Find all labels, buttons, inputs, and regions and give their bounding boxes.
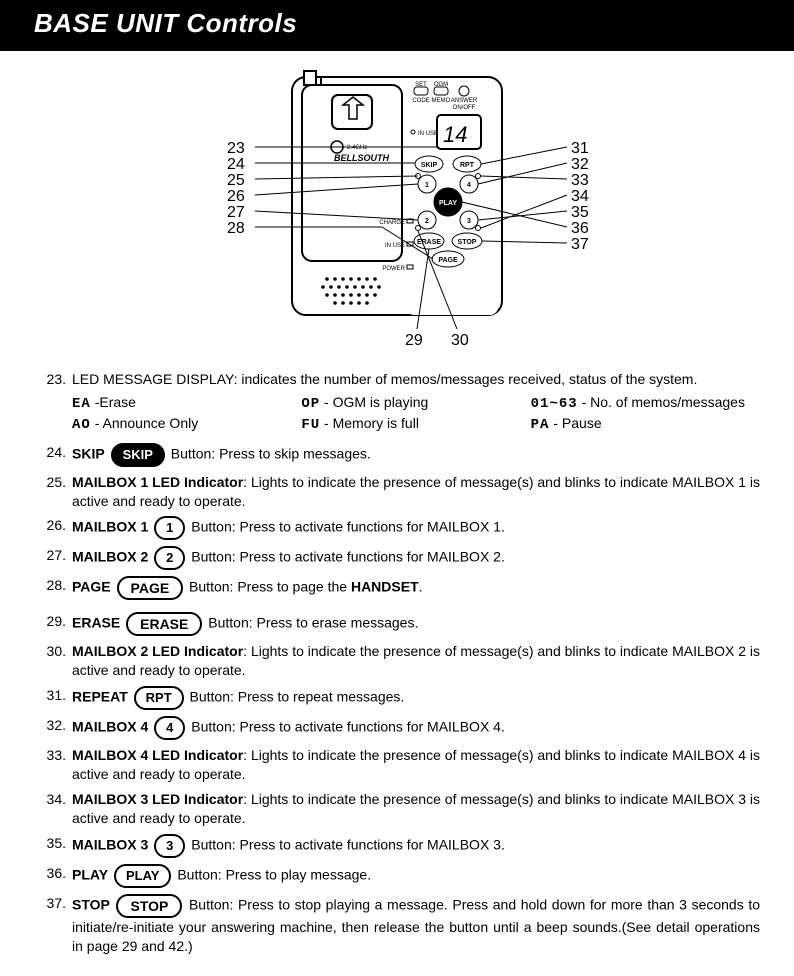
svg-text:IN USE: IN USE xyxy=(385,243,405,249)
svg-text:ERASE: ERASE xyxy=(417,239,441,246)
svg-text:SET: SET xyxy=(415,82,427,88)
svg-text:ANSWER: ANSWER xyxy=(451,98,478,104)
callout-26: 26 xyxy=(227,188,245,205)
svg-text:RPT: RPT xyxy=(460,162,475,169)
item-23: 23. LED MESSAGE DISPLAY: indicates the n… xyxy=(34,370,760,437)
device-diagram: 2.4GHz BELLSOUTH SET CODE OGM MEMO ANSWERO… xyxy=(0,51,794,364)
callout-32: 32 xyxy=(571,156,589,173)
rpt-pill: RPT xyxy=(134,686,184,710)
callout-37: 37 xyxy=(571,236,589,253)
callout-31: 31 xyxy=(571,140,589,157)
item-37: 37. STOP STOP Button: Press to stop play… xyxy=(34,894,760,956)
svg-text:PAGE: PAGE xyxy=(438,257,458,264)
svg-text:MEMO: MEMO xyxy=(432,98,451,104)
callout-36: 36 xyxy=(571,220,589,237)
mb2-pill: 2 xyxy=(154,546,185,570)
svg-text:CODE: CODE xyxy=(412,98,429,104)
page-pill: PAGE xyxy=(117,576,184,600)
svg-text:1: 1 xyxy=(425,182,429,189)
svg-text:STOP: STOP xyxy=(458,239,477,246)
play-pill: PLAY xyxy=(114,864,171,888)
page-title: BASE UNIT Controls xyxy=(0,0,794,51)
mb1-pill: 1 xyxy=(154,516,185,540)
item-32: 32. MAILBOX 4 4 Button: Press to activat… xyxy=(34,716,760,740)
item-31: 31. REPEAT RPT Button: Press to repeat m… xyxy=(34,686,760,710)
svg-text:2: 2 xyxy=(425,218,429,225)
item-30: 30. MAILBOX 2 LED Indicator: Lights to i… xyxy=(34,642,760,680)
page-title-text: BASE UNIT Controls xyxy=(34,8,297,38)
brand-label: BELLSOUTH xyxy=(334,153,389,163)
item-36: 36. PLAY PLAY Button: Press to play mess… xyxy=(34,864,760,888)
item-text: LED MESSAGE DISPLAY: indicates the numbe… xyxy=(72,371,697,387)
codes-row: EA -Erase AO - Announce Only OP - OGM is… xyxy=(72,393,760,435)
device-diagram-svg: 2.4GHz BELLSOUTH SET CODE OGM MEMO ANSWERO… xyxy=(137,69,657,349)
callout-33: 33 xyxy=(571,172,589,189)
mailbox-2-led xyxy=(416,226,421,231)
svg-text:OGM: OGM xyxy=(434,82,448,88)
callout-23: 23 xyxy=(227,140,245,157)
mailbox-3-led xyxy=(476,226,481,231)
erase-pill: ERASE xyxy=(126,612,202,636)
item-26: 26. MAILBOX 1 1 Button: Press to activat… xyxy=(34,516,760,540)
item-35: 35. MAILBOX 3 3 Button: Press to activat… xyxy=(34,834,760,858)
item-28: 28. PAGE PAGE Button: Press to page the … xyxy=(34,576,760,600)
callout-29: 29 xyxy=(405,332,423,349)
antenna-stub xyxy=(304,71,316,85)
description-list: 23. LED MESSAGE DISPLAY: indicates the n… xyxy=(0,370,794,976)
callout-25: 25 xyxy=(227,172,245,189)
item-29: 29. ERASE ERASE Button: Press to erase m… xyxy=(34,612,760,636)
svg-text:3: 3 xyxy=(467,218,471,225)
led-display-value: 14 xyxy=(443,122,467,147)
item-number: 23. xyxy=(34,370,72,437)
callout-34: 34 xyxy=(571,188,589,205)
callout-24: 24 xyxy=(227,156,245,173)
svg-text:PLAY: PLAY xyxy=(439,200,457,207)
skip-pill: SKIP xyxy=(111,443,165,467)
item-34: 34. MAILBOX 3 LED Indicator: Lights to i… xyxy=(34,790,760,828)
mb3-pill: 3 xyxy=(154,834,185,858)
stop-pill: STOP xyxy=(116,894,182,918)
callout-30: 30 xyxy=(451,332,469,349)
callout-35: 35 xyxy=(571,204,589,221)
callout-28: 28 xyxy=(227,220,245,237)
freq-label: 2.4GHz xyxy=(347,145,367,151)
svg-text:POWER: POWER xyxy=(382,266,405,272)
mb4-pill: 4 xyxy=(154,716,185,740)
speaker-grille xyxy=(321,277,381,305)
svg-text:SKIP: SKIP xyxy=(421,162,438,169)
item-25: 25. MAILBOX 1 LED Indicator: Lights to i… xyxy=(34,473,760,511)
item-27: 27. MAILBOX 2 2 Button: Press to activat… xyxy=(34,546,760,570)
item-24: 24. SKIP SKIP Button: Press to skip mess… xyxy=(34,443,760,467)
callout-27: 27 xyxy=(227,204,245,221)
svg-text:4: 4 xyxy=(467,182,471,189)
svg-text:IN USE: IN USE xyxy=(418,131,438,137)
item-33: 33. MAILBOX 4 LED Indicator: Lights to i… xyxy=(34,746,760,784)
svg-text:CHARGE: CHARGE xyxy=(379,220,405,226)
mailbox-4-led xyxy=(476,174,481,179)
svg-text:ON/OFF: ON/OFF xyxy=(453,105,476,111)
